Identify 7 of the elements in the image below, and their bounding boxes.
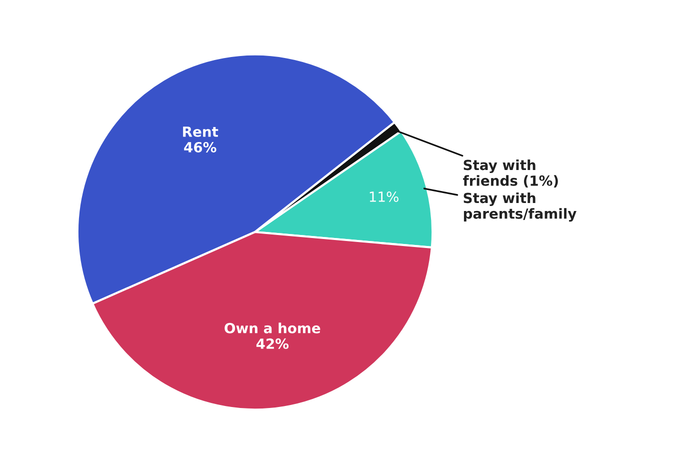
- data-label: 46%: [184, 142, 216, 152]
- slice-label: Rent: [183, 126, 218, 137]
- slice-label: Stay with friends (1%): [463, 159, 558, 188]
- data-label: 11%: [370, 192, 398, 202]
- slice-label: Own a home: [224, 322, 320, 334]
- slice-label: Stay with parents/family: [464, 192, 576, 222]
- data-label: 42%: [256, 338, 289, 349]
